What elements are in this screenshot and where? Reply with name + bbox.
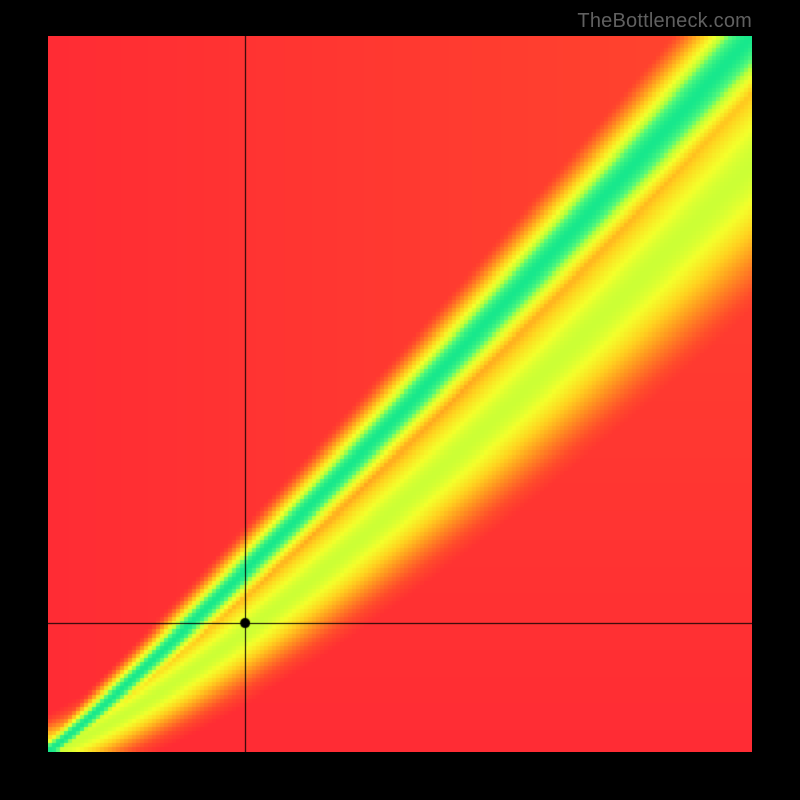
watermark-text: TheBottleneck.com [577, 10, 752, 33]
bottleneck-heatmap [48, 36, 752, 752]
chart-container: TheBottleneck.com [0, 0, 800, 800]
